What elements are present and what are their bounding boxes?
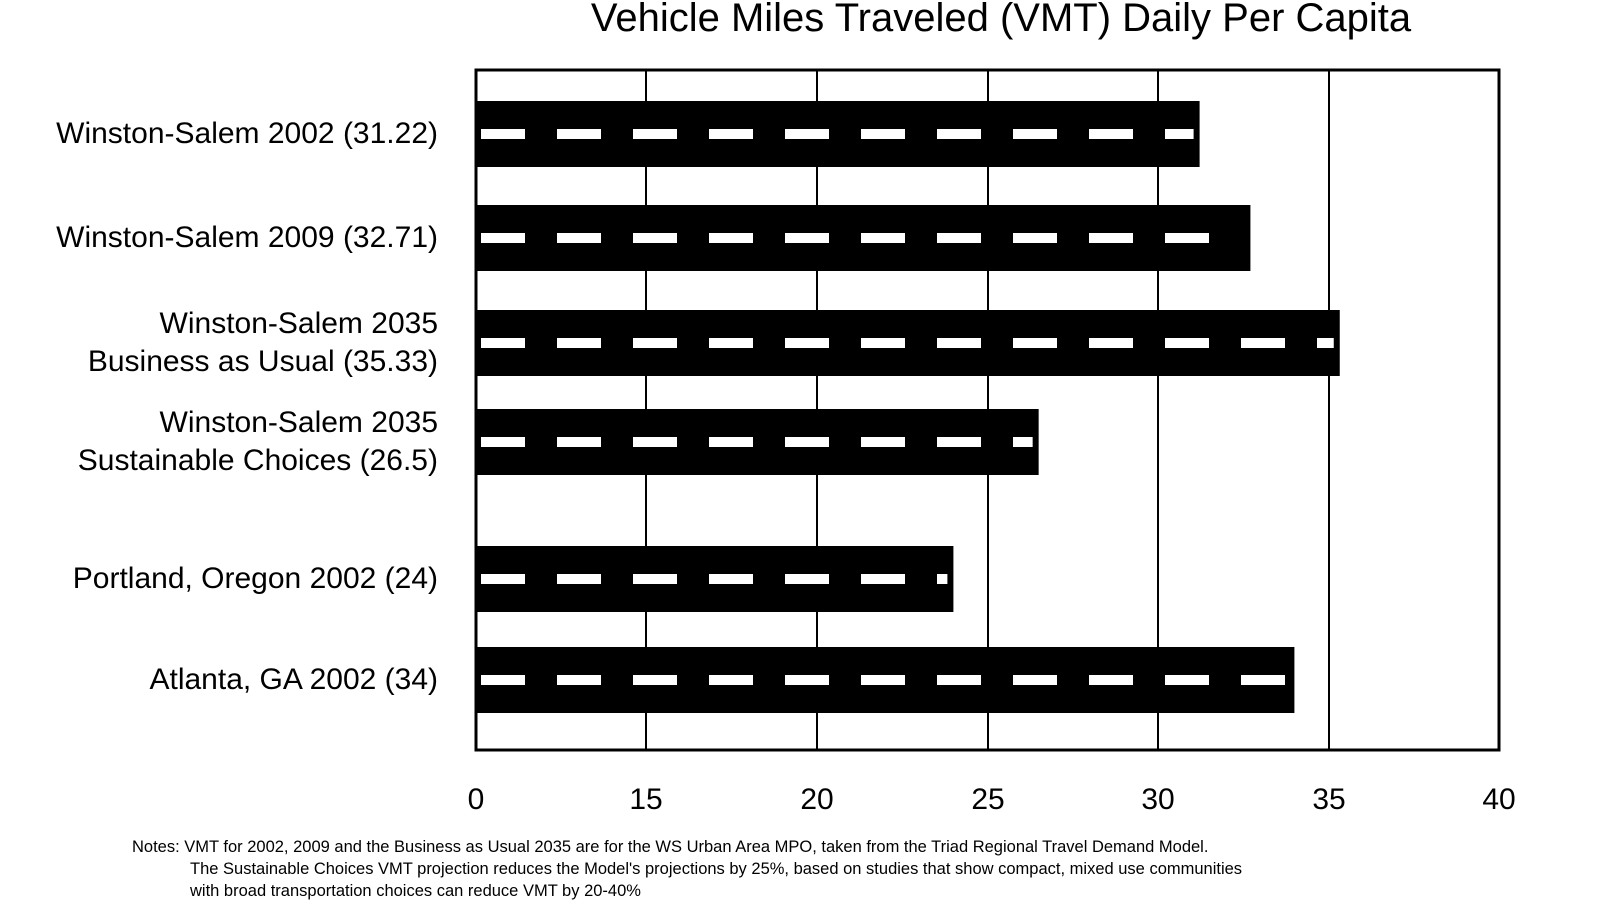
category-label-line: Winston-Salem 2009 (32.71) [56, 221, 438, 254]
category-label-line: Atlanta, GA 2002 (34) [149, 663, 438, 696]
bar-dash [1089, 233, 1133, 243]
bar-dash [861, 338, 905, 348]
bar-dash [1165, 675, 1209, 685]
bar-dash [633, 437, 677, 447]
plot-frame [474, 68, 1501, 752]
x-tick-label: 15 [629, 783, 663, 816]
bar-dash [1089, 338, 1133, 348]
bar-dash [785, 233, 829, 243]
category-label: Portland, Oregon 2002 (24) [73, 560, 438, 598]
bar-dash [937, 574, 948, 584]
chart-title: Vehicle Miles Traveled (VMT) Daily Per C… [590, 0, 1412, 40]
bar-dash [709, 675, 753, 685]
chart-notes: Notes: VMT for 2002, 2009 and the Busine… [132, 836, 1242, 902]
bar-dash [1317, 338, 1334, 348]
bar-dash [1013, 675, 1057, 685]
bar-dash [481, 675, 525, 685]
bar-dash [709, 233, 753, 243]
bar-dash [1241, 675, 1285, 685]
bar-dash [1241, 338, 1285, 348]
x-tick-label: 25 [971, 783, 1005, 816]
notes-line-3: with broad transportation choices can re… [190, 882, 641, 900]
category-label-line: Winston-Salem 2002 (31.22) [56, 117, 438, 150]
bar-dash [481, 437, 525, 447]
category-label: Winston-Salem 2002 (31.22) [56, 115, 438, 153]
bar-dash [861, 233, 905, 243]
bar-dash [709, 129, 753, 139]
bar-dash [633, 233, 677, 243]
bar-dash [633, 338, 677, 348]
category-label-line: Business as Usual (35.33) [87, 345, 438, 378]
bar-dash [937, 338, 981, 348]
bar-dash [785, 437, 829, 447]
category-label-line: Winston-Salem 2035 [159, 307, 438, 340]
bar-dash [481, 338, 525, 348]
x-tick-label: 30 [1141, 783, 1175, 816]
bar-dash [785, 675, 829, 685]
bar-dash [937, 233, 981, 243]
bar-dash [1089, 675, 1133, 685]
bar-dash [481, 129, 525, 139]
category-label: Winston-Salem 2035 Sustainable Choices (2… [78, 404, 438, 480]
x-tick-label: 40 [1482, 783, 1516, 816]
bar-dash [1165, 233, 1209, 243]
bar-dash [1013, 129, 1057, 139]
category-label-line: Sustainable Choices (26.5) [77, 444, 438, 477]
bar-dash [1165, 338, 1209, 348]
bar-dash [937, 129, 981, 139]
bar-dash [557, 437, 601, 447]
x-tick-label: 20 [800, 783, 834, 816]
notes-line-1: Notes: VMT for 2002, 2009 and the Busine… [132, 838, 1209, 856]
bar-dash [709, 574, 753, 584]
category-label: Atlanta, GA 2002 (34) [149, 661, 438, 699]
bar-dash [633, 129, 677, 139]
bar-dash [557, 233, 601, 243]
bar-dash [1165, 129, 1194, 139]
bar-dash [709, 338, 753, 348]
bar-dash [557, 574, 601, 584]
category-label-line: Winston-Salem 2035 [159, 406, 438, 439]
x-tick-label: 0 [467, 783, 485, 816]
bar-dash [709, 437, 753, 447]
bar-dash [557, 129, 601, 139]
bar-dash [481, 233, 525, 243]
category-label: Winston-Salem 2035 Business as Usual (35.… [88, 305, 438, 381]
bar-dash [1089, 129, 1133, 139]
bar-dash [937, 675, 981, 685]
bar-dash [785, 129, 829, 139]
bar-dash [557, 675, 601, 685]
bar-dash [861, 437, 905, 447]
category-label-line: Portland, Oregon 2002 (24) [72, 562, 438, 595]
bar-dash [557, 338, 601, 348]
bar-dash [861, 129, 905, 139]
category-label: Winston-Salem 2009 (32.71) [56, 219, 438, 257]
bar-dash [1013, 437, 1033, 447]
bar-dash [861, 675, 905, 685]
bar-dash [633, 574, 677, 584]
bar-dash [1013, 233, 1057, 243]
bar [476, 310, 1340, 376]
bar-dash [1013, 338, 1057, 348]
bar-dash [861, 574, 905, 584]
bar-dash [785, 574, 829, 584]
x-tick-label: 35 [1312, 783, 1346, 816]
bar-dash [937, 437, 981, 447]
notes-line-2: The Sustainable Choices VMT projection r… [190, 860, 1243, 878]
bar-dash [785, 338, 829, 348]
bar-dash [481, 574, 525, 584]
bar-dash [633, 675, 677, 685]
